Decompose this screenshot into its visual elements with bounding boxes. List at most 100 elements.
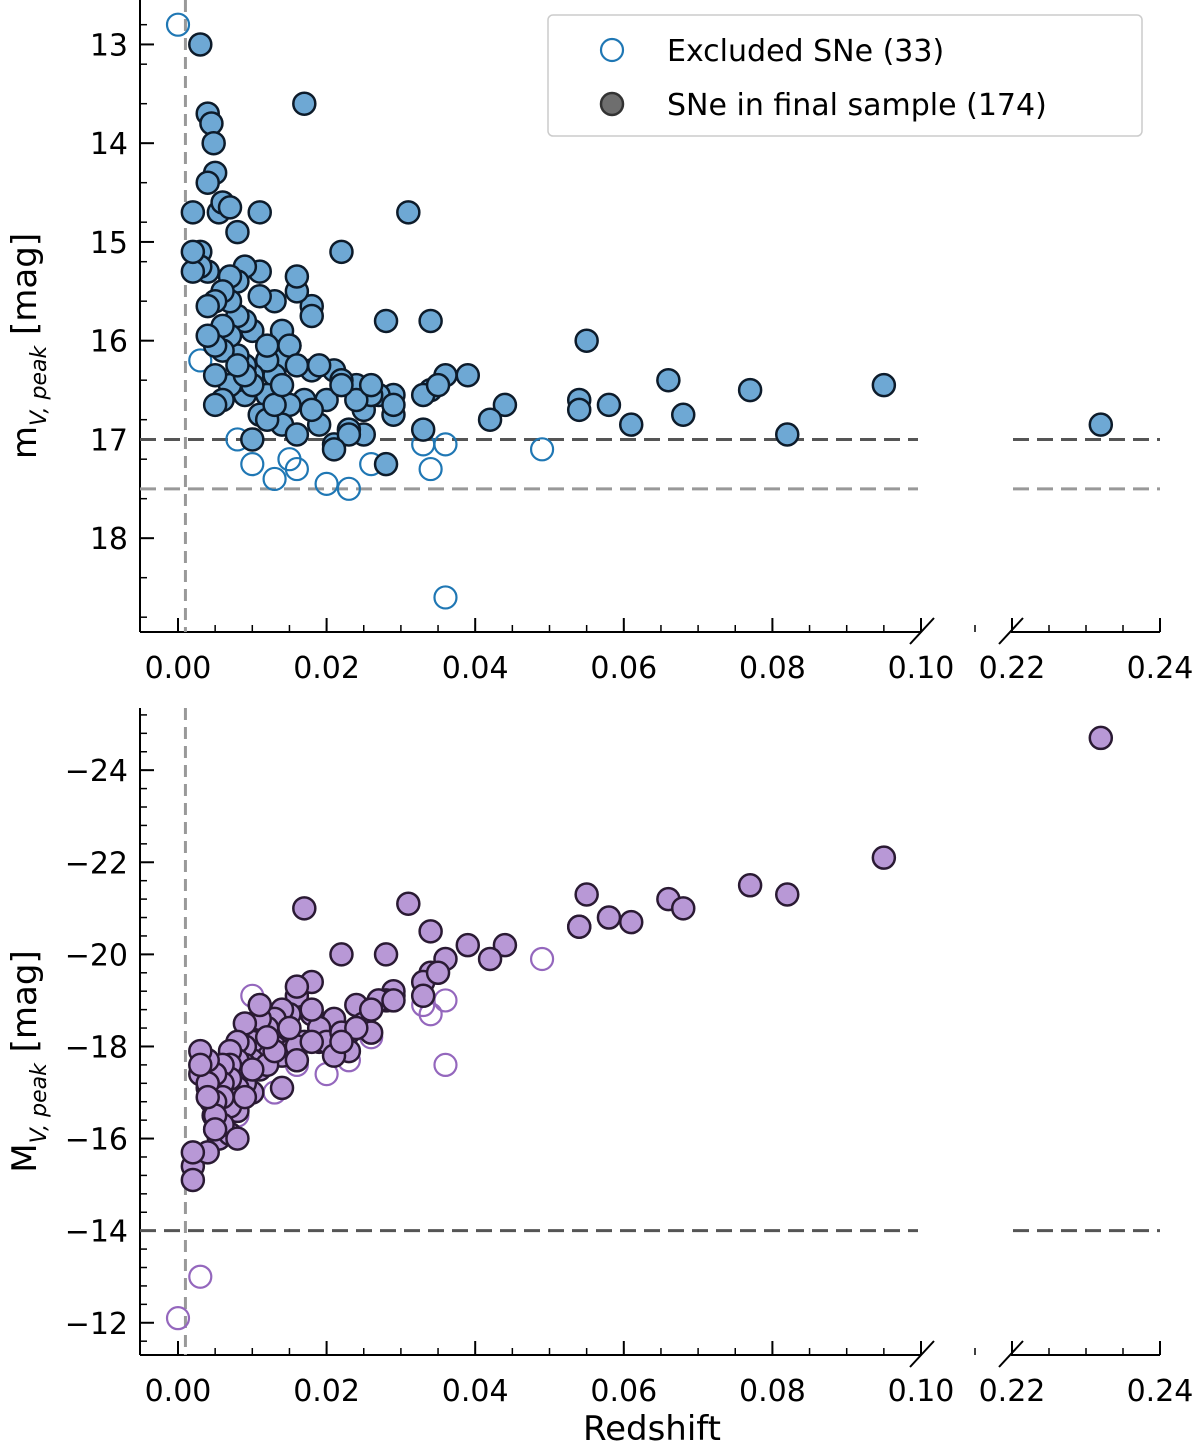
legend-marker-final-sample bbox=[599, 91, 625, 117]
y-tick-label: 18 bbox=[90, 522, 128, 557]
data-point-excluded bbox=[165, 1306, 191, 1331]
data-point-final-sample bbox=[225, 1126, 250, 1151]
y-tick-label: 16 bbox=[90, 325, 128, 360]
x-tick-label: 0.00 bbox=[145, 1374, 212, 1409]
x-axis-label: Redshift bbox=[583, 1409, 721, 1448]
data-point-final-sample bbox=[247, 284, 272, 309]
data-point-final-sample bbox=[284, 422, 310, 447]
data-point-final-sample bbox=[737, 873, 763, 898]
x-tick-label: 0.10 bbox=[888, 1374, 955, 1409]
data-point-final-sample bbox=[321, 437, 347, 462]
data-point-excluded bbox=[529, 946, 555, 972]
data-point-final-sample bbox=[284, 974, 310, 999]
data-point-excluded bbox=[433, 585, 458, 610]
data-point-final-sample bbox=[329, 372, 354, 398]
data-point-final-sample bbox=[240, 1057, 265, 1082]
data-point-excluded bbox=[240, 452, 265, 477]
data-point-final-sample bbox=[775, 422, 800, 447]
data-point-final-sample bbox=[199, 111, 224, 136]
x-tick-label: 0.08 bbox=[739, 651, 806, 686]
data-point-final-sample bbox=[1088, 725, 1114, 751]
legend: Excluded SNe (33) SNe in final sample (17… bbox=[547, 14, 1143, 137]
data-point-excluded bbox=[336, 476, 361, 501]
data-point-excluded bbox=[262, 466, 287, 492]
y-tick-label: −14 bbox=[65, 1215, 128, 1250]
data-point-final-sample bbox=[195, 323, 220, 348]
data-point-final-sample bbox=[180, 239, 206, 265]
x-tick-label: 0.02 bbox=[293, 1374, 360, 1409]
x-tick-label: 0.24 bbox=[1127, 651, 1194, 686]
data-point-final-sample bbox=[292, 896, 317, 921]
data-point-final-sample bbox=[299, 997, 324, 1022]
data-point-final-sample bbox=[425, 372, 451, 398]
data-point-final-sample bbox=[1088, 412, 1114, 437]
data-point-final-sample bbox=[188, 1052, 213, 1078]
data-point-final-sample bbox=[225, 353, 250, 378]
y-tick-label: 13 bbox=[90, 28, 128, 63]
data-point-final-sample bbox=[329, 942, 354, 967]
data-point-final-sample bbox=[202, 363, 228, 388]
data-point-final-sample bbox=[269, 372, 295, 398]
data-point-final-sample bbox=[670, 896, 696, 921]
y-tick-label: −12 bbox=[65, 1307, 128, 1342]
data-point-excluded bbox=[433, 988, 458, 1013]
y-tick-label: −18 bbox=[65, 1030, 128, 1065]
data-point-final-sample bbox=[566, 397, 592, 423]
data-point-excluded bbox=[165, 12, 191, 37]
data-point-final-sample bbox=[299, 397, 324, 423]
data-point-final-sample bbox=[596, 905, 622, 930]
data-point-final-sample bbox=[381, 988, 406, 1013]
data-point-final-sample bbox=[574, 328, 599, 353]
y-axis-label-subscript: V, peak bbox=[27, 344, 52, 425]
data-point-final-sample bbox=[201, 130, 226, 156]
data-point-final-sample bbox=[292, 91, 317, 116]
data-point-final-sample bbox=[737, 377, 763, 403]
data-point-excluded bbox=[188, 348, 213, 373]
data-point-final-sample bbox=[217, 195, 243, 220]
data-point-final-sample bbox=[425, 960, 451, 986]
data-point-final-sample bbox=[284, 353, 310, 378]
data-point-final-sample bbox=[871, 845, 897, 870]
x-tick-label: 0.00 bbox=[145, 651, 212, 686]
data-point-final-sample bbox=[373, 308, 399, 334]
y-tick-label: −16 bbox=[65, 1123, 128, 1158]
data-point-final-sample bbox=[254, 333, 280, 358]
data-point-final-sample bbox=[396, 891, 421, 916]
x-tick-label: 0.02 bbox=[293, 651, 360, 686]
data-point-final-sample bbox=[202, 1117, 228, 1142]
data-point-excluded bbox=[529, 437, 555, 462]
legend-label: SNe in final sample (174) bbox=[667, 88, 1047, 123]
data-point-final-sample bbox=[195, 1084, 220, 1110]
x-tick-label: 0.06 bbox=[590, 651, 657, 686]
data-point-final-sample bbox=[240, 427, 265, 452]
y-axis-label-subscript: V, peak bbox=[27, 1062, 52, 1143]
data-point-final-sample bbox=[410, 417, 436, 442]
y-axis-label-unit: [mag] bbox=[5, 233, 45, 346]
data-point-final-sample bbox=[336, 422, 362, 447]
data-point-final-sample bbox=[284, 264, 310, 289]
y-tick-label: −24 bbox=[65, 754, 128, 789]
data-point-final-sample bbox=[254, 1025, 280, 1050]
data-point-final-sample bbox=[232, 1084, 258, 1110]
data-point-excluded bbox=[277, 447, 302, 472]
data-point-final-sample bbox=[247, 200, 272, 225]
y-tick-label: 14 bbox=[90, 127, 128, 162]
data-point-final-sample bbox=[180, 200, 206, 225]
data-point-final-sample bbox=[618, 412, 644, 437]
data-point-final-sample bbox=[180, 1167, 206, 1193]
data-point-final-sample bbox=[566, 914, 592, 939]
data-point-excluded bbox=[433, 1052, 458, 1077]
data-point-final-sample bbox=[180, 1140, 206, 1165]
y-axis-label: mV, peak [mag] bbox=[5, 233, 52, 459]
x-tick-label: 0.04 bbox=[442, 1374, 509, 1409]
legend-label: Excluded SNe (33) bbox=[667, 34, 944, 69]
data-point-final-sample bbox=[492, 932, 518, 958]
x-tick-label: 0.08 bbox=[739, 1374, 806, 1409]
data-point-final-sample bbox=[188, 32, 213, 57]
y-tick-label: 15 bbox=[90, 226, 128, 261]
data-point-final-sample bbox=[656, 367, 681, 393]
y-axis-label: MV, peak [mag] bbox=[5, 950, 52, 1172]
data-point-final-sample bbox=[329, 239, 354, 265]
data-point-final-sample bbox=[329, 1029, 354, 1055]
